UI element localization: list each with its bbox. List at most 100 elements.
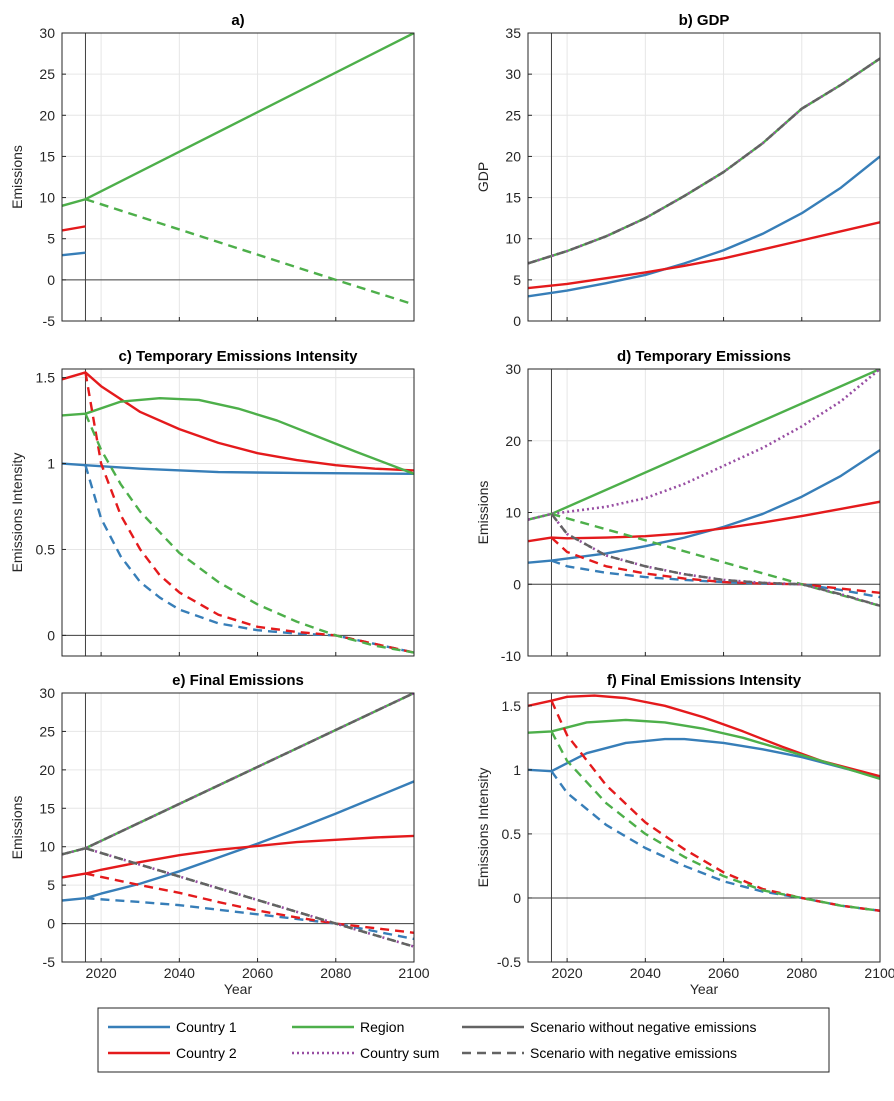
y-tick-label: 30 [39,25,55,41]
y-axis-label: Emissions [9,145,25,209]
x-tick-label: 2040 [630,965,661,981]
series-line-0 [528,737,880,779]
panel-title: c) Temporary Emissions Intensity [119,348,359,365]
y-tick-label: 15 [505,190,521,206]
series-line-0 [528,449,880,564]
series-line-9 [85,847,414,948]
series-line-1 [528,500,880,543]
series-line-3 [550,770,880,912]
legend-label: Country sum [360,1045,439,1061]
series-line-2 [528,369,880,521]
panel-a: -5 0 5 10 15 20 25 30 a) Emissions [9,12,415,329]
y-tick-label: 30 [39,685,55,701]
series-line-3 [85,198,414,306]
x-tick-label: 2040 [164,965,195,981]
series-line-3 [528,57,880,265]
y-tick-label: 20 [505,433,521,449]
legend-label: Country 1 [176,1019,237,1035]
y-tick-label: 1.5 [36,370,56,386]
y-tick-label: 1.5 [502,698,522,714]
y-tick-label: 0 [47,627,55,643]
y-tick-label: 20 [39,762,55,778]
y-tick-label: 25 [505,107,521,123]
axes-frame [61,692,415,963]
y-tick-label: -10 [501,648,521,664]
y-tick-label: 5 [513,272,521,288]
series-line-1 [528,694,880,778]
legend: Country 1 Country 2 Region Country sum Scena… [97,1007,830,1073]
axes-frame [61,368,415,657]
x-tick-label: 2100 [398,965,429,981]
y-tick-label: -5 [43,313,56,329]
series-line-4 [84,372,414,654]
x-tick-label: 2080 [320,965,351,981]
y-tick-label: 10 [505,505,521,521]
legend-label: Country 2 [176,1045,237,1061]
y-tick-label: 0 [513,890,521,906]
axes-frame [527,32,881,322]
y-axis-label: Emissions Intensity [475,768,491,888]
x-tick-label: 2100 [864,965,894,981]
x-tick-label: 2060 [708,965,739,981]
y-tick-label: 0.5 [36,541,56,557]
panel-title: a) [231,12,244,29]
y-axis-label: GDP [475,162,491,192]
series-line-1 [62,371,414,472]
legend-label: Region [360,1019,404,1035]
y-tick-label: 1 [47,456,55,472]
y-tick-label: 25 [39,66,55,82]
y-tick-label: 0.5 [502,826,522,842]
panel-title: e) Final Emissions [172,672,304,689]
series-line-2 [528,57,880,265]
y-tick-label: 5 [47,877,55,893]
y-tick-label: 10 [39,839,55,855]
series-line-2 [528,718,880,780]
y-tick-label: 0 [47,916,55,932]
panel-title: f) Final Emissions Intensity [607,672,802,689]
y-tick-label: -0.5 [497,954,521,970]
series-line-5 [84,413,414,654]
y-tick-label: 0 [513,576,521,592]
axes-frame [527,692,881,963]
series-line-1 [62,225,86,232]
y-tick-label: 25 [39,723,55,739]
y-tick-label: 35 [505,25,521,41]
y-tick-label: 10 [39,190,55,206]
x-axis-label: Year [690,981,719,997]
y-tick-label: 15 [39,148,55,164]
y-tick-label: 5 [47,231,55,247]
series-line-1 [528,221,880,290]
series-line-2 [62,397,414,475]
series-line-0 [528,155,880,298]
series-line-3 [62,693,414,856]
panel-title: d) Temporary Emissions [617,348,791,365]
series-line-1 [62,834,414,879]
series-line-4 [528,57,880,265]
axes-frame [61,32,415,322]
y-axis-label: Emissions Intensity [9,453,25,573]
panel-d: -10 0 10 20 30 d) Temporary Emissions Emission… [475,348,881,664]
series-line-4 [551,559,880,599]
y-tick-label: 0 [513,313,521,329]
series-line-0 [62,462,414,476]
y-axis-label: Emissions [9,796,25,860]
y-tick-label: 30 [505,361,521,377]
legend-box [97,1007,830,1073]
series-line-4 [62,693,414,856]
series-line-2 [62,33,414,207]
y-tick-label: 30 [505,66,521,82]
y-axis-label: Emissions [475,481,491,545]
series-line-0 [62,251,86,257]
panel-c: 0 0.5 1 1.5 c) Temporary Emissions Intensity… [9,348,415,657]
y-tick-label: 15 [39,800,55,816]
x-axis-label: Year [224,981,253,997]
series-line-5 [550,730,880,912]
x-tick-label: 2020 [552,965,583,981]
panel-f: 2020 2040 2060 2080 2100 -0.5 0 0.5 1 1.5 f) Final… [475,672,894,997]
x-tick-label: 2060 [242,965,273,981]
series-line-2 [62,693,414,856]
y-tick-label: 20 [505,148,521,164]
y-tick-label: 0 [47,272,55,288]
y-tick-label: 10 [505,231,521,247]
